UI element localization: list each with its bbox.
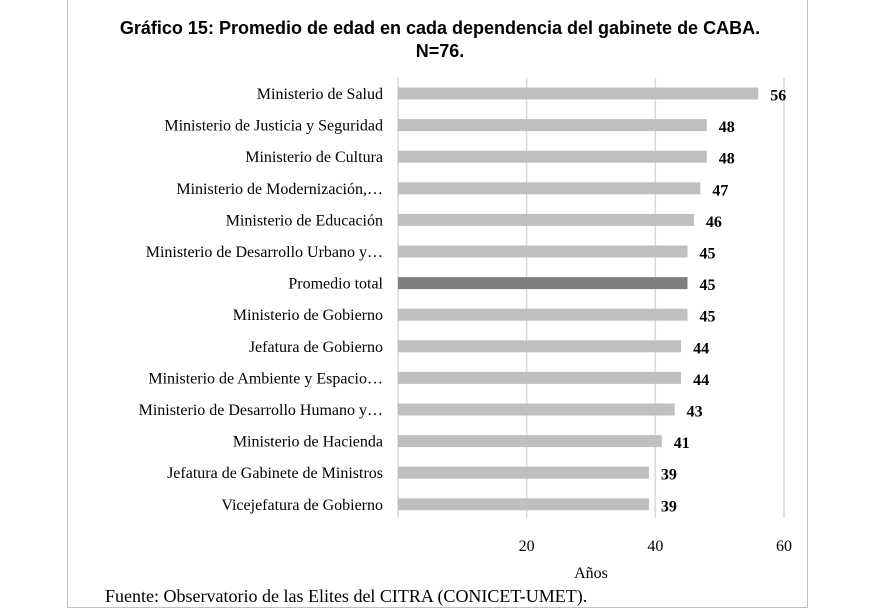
bar	[398, 498, 649, 511]
category-label: Jefatura de Gobierno	[249, 339, 383, 356]
bar	[398, 308, 688, 321]
data-label: 56	[770, 88, 786, 105]
x-tick-label: 40	[647, 538, 663, 555]
bar	[398, 466, 649, 479]
bar	[398, 87, 759, 100]
category-label: Ministerio de Hacienda	[233, 434, 383, 451]
x-axis-label: Años	[574, 565, 608, 582]
category-label: Jefatura de Gabinete de Ministros	[167, 465, 383, 482]
data-label: 44	[693, 372, 709, 389]
data-label: 43	[687, 404, 703, 421]
data-label: 45	[700, 309, 716, 326]
category-label: Ministerio de Salud	[257, 86, 383, 103]
bar	[398, 182, 701, 195]
data-label: 46	[706, 214, 722, 231]
data-label: 45	[700, 277, 716, 294]
chart-frame	[67, 0, 808, 608]
bar	[398, 435, 662, 448]
category-label: Ministerio de Cultura	[245, 149, 383, 166]
bar	[398, 403, 675, 416]
data-label: 48	[719, 151, 735, 168]
category-label: Ministerio de Desarrollo Humano y…	[139, 402, 383, 419]
data-label: 45	[700, 246, 716, 263]
data-label: 47	[712, 182, 728, 199]
category-label: Ministerio de Ambiente y Espacio…	[148, 370, 383, 387]
data-label: 41	[674, 435, 690, 452]
bar	[398, 150, 707, 163]
category-label: Ministerio de Justicia y Seguridad	[164, 118, 383, 135]
data-label: 44	[693, 340, 709, 357]
chart-title: Gráfico 15: Promedio de edad en cada dep…	[119, 18, 761, 61]
bar	[398, 277, 688, 290]
category-label: Promedio total	[288, 276, 383, 293]
category-label: Ministerio de Gobierno	[233, 307, 383, 324]
category-label: Vicejefatura de Gobierno	[221, 497, 383, 514]
bar	[398, 340, 682, 353]
data-label: 39	[661, 467, 677, 484]
x-tick-label: 60	[776, 538, 792, 555]
data-label: 39	[661, 498, 677, 515]
bar	[398, 371, 682, 384]
x-tick-label: 20	[519, 538, 535, 555]
category-label: Ministerio de Modernización,…	[176, 181, 383, 198]
bar	[398, 119, 707, 132]
bar	[398, 213, 694, 226]
category-label: Ministerio de Educación	[226, 212, 383, 229]
source-note: Fuente: Observatorio de las Elites del C…	[105, 586, 588, 606]
category-label: Ministerio de Desarrollo Urbano y…	[146, 244, 383, 261]
bar	[398, 245, 688, 258]
data-label: 48	[719, 119, 735, 136]
